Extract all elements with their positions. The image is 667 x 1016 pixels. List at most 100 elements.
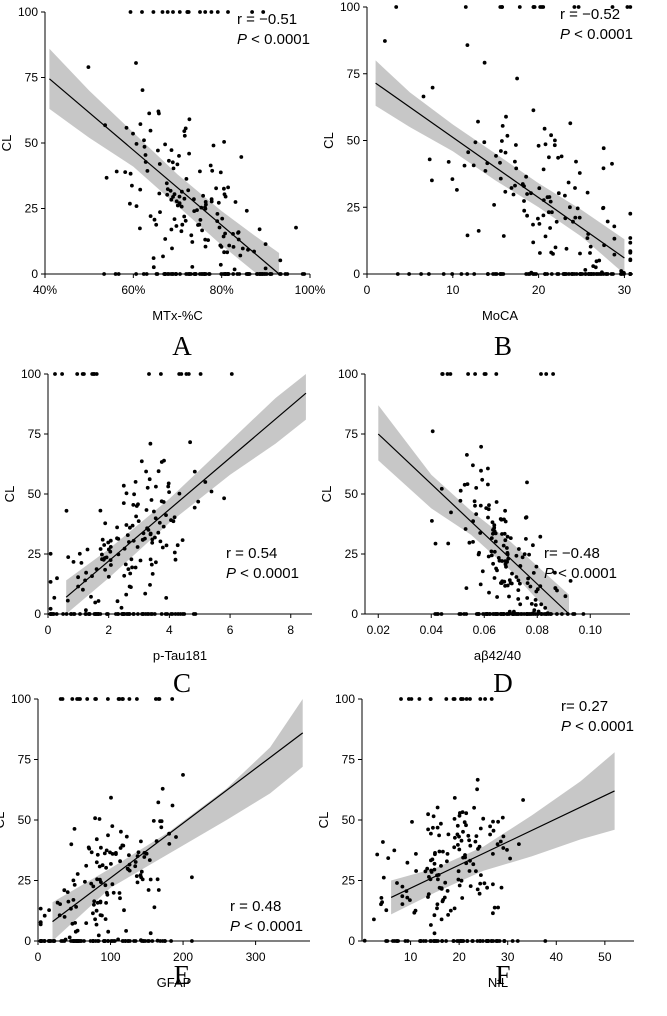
data-point [94, 372, 99, 376]
data-point [148, 214, 153, 219]
data-point [541, 213, 546, 218]
data-point [204, 202, 208, 207]
data-point [120, 843, 125, 848]
data-point [196, 499, 201, 504]
data-point [417, 697, 422, 701]
data-point [145, 169, 150, 173]
x-tick-label: 30 [618, 283, 632, 297]
data-point [123, 170, 128, 175]
data-point [494, 154, 498, 158]
data-point [103, 883, 108, 888]
data-point [439, 821, 443, 826]
data-point [452, 845, 457, 850]
panel-letter: F [495, 960, 510, 990]
data-point [187, 117, 192, 122]
data-point [524, 537, 528, 541]
data-point [372, 917, 376, 922]
data-point [464, 811, 469, 816]
data-point [177, 194, 182, 199]
data-point [478, 881, 483, 886]
data-point [134, 504, 139, 508]
data-point [476, 229, 481, 233]
data-point [148, 931, 153, 936]
data-point [67, 935, 72, 940]
y-tick-label: 0 [31, 267, 38, 281]
data-point [400, 884, 405, 889]
data-point [384, 908, 389, 913]
data-point [553, 570, 557, 575]
data-point [392, 848, 397, 853]
data-point [210, 168, 215, 173]
data-point [119, 605, 124, 610]
data-point [69, 842, 74, 847]
scatter-points [86, 10, 307, 276]
data-point [628, 257, 633, 262]
data-point [435, 825, 440, 830]
data-point [216, 200, 221, 205]
data-point [541, 5, 546, 9]
data-point [155, 877, 160, 882]
data-point [430, 519, 434, 523]
data-point [100, 913, 104, 918]
data-point [452, 796, 457, 800]
data-point [534, 589, 539, 594]
data-point [465, 482, 470, 486]
data-point [474, 486, 479, 490]
data-point [48, 606, 53, 611]
data-point [190, 875, 194, 880]
data-point [147, 111, 152, 116]
data-point [493, 539, 498, 544]
y-tick-label: 75 [345, 427, 359, 441]
data-point [488, 824, 492, 829]
y-axis-label: CL [0, 135, 14, 152]
data-point [138, 187, 143, 192]
data-point [548, 226, 552, 230]
data-point [165, 187, 170, 192]
data-point [546, 210, 551, 215]
data-point [170, 697, 175, 701]
y-tick-label: 0 [348, 934, 355, 948]
data-point [508, 581, 513, 585]
data-point [495, 842, 500, 847]
data-point [457, 883, 462, 888]
x-tick-label: 50 [598, 950, 612, 964]
data-point [480, 569, 485, 574]
x-tick-label: 10 [446, 283, 460, 297]
data-point [91, 884, 96, 889]
data-point [430, 178, 434, 183]
y-tick-label: 100 [338, 367, 358, 381]
data-point [520, 182, 525, 186]
data-point [179, 229, 184, 234]
data-point [94, 908, 99, 913]
data-point [517, 547, 521, 551]
data-point [147, 858, 152, 862]
data-point [486, 515, 490, 520]
data-point [231, 245, 236, 249]
data-point [455, 832, 460, 837]
data-point [71, 898, 76, 902]
data-point [500, 532, 504, 536]
data-point [525, 581, 530, 585]
data-point [83, 879, 87, 884]
data-point [488, 832, 492, 837]
data-point [612, 224, 617, 229]
data-point [75, 872, 80, 876]
data-point [161, 524, 166, 529]
data-point [250, 10, 255, 14]
y-tick-label: 25 [25, 202, 39, 216]
data-point [457, 847, 462, 852]
data-point [222, 192, 227, 197]
y-axis-label: CL [321, 132, 336, 149]
data-point [577, 215, 582, 220]
data-point [475, 777, 480, 782]
data-point [139, 869, 144, 874]
data-point [148, 128, 153, 133]
data-point [504, 114, 508, 119]
y-tick-label: 50 [347, 134, 361, 148]
data-point [478, 582, 483, 587]
data-point [218, 262, 223, 267]
data-point [461, 697, 465, 701]
data-point [432, 861, 437, 866]
data-point [494, 500, 499, 504]
data-point [161, 254, 165, 259]
